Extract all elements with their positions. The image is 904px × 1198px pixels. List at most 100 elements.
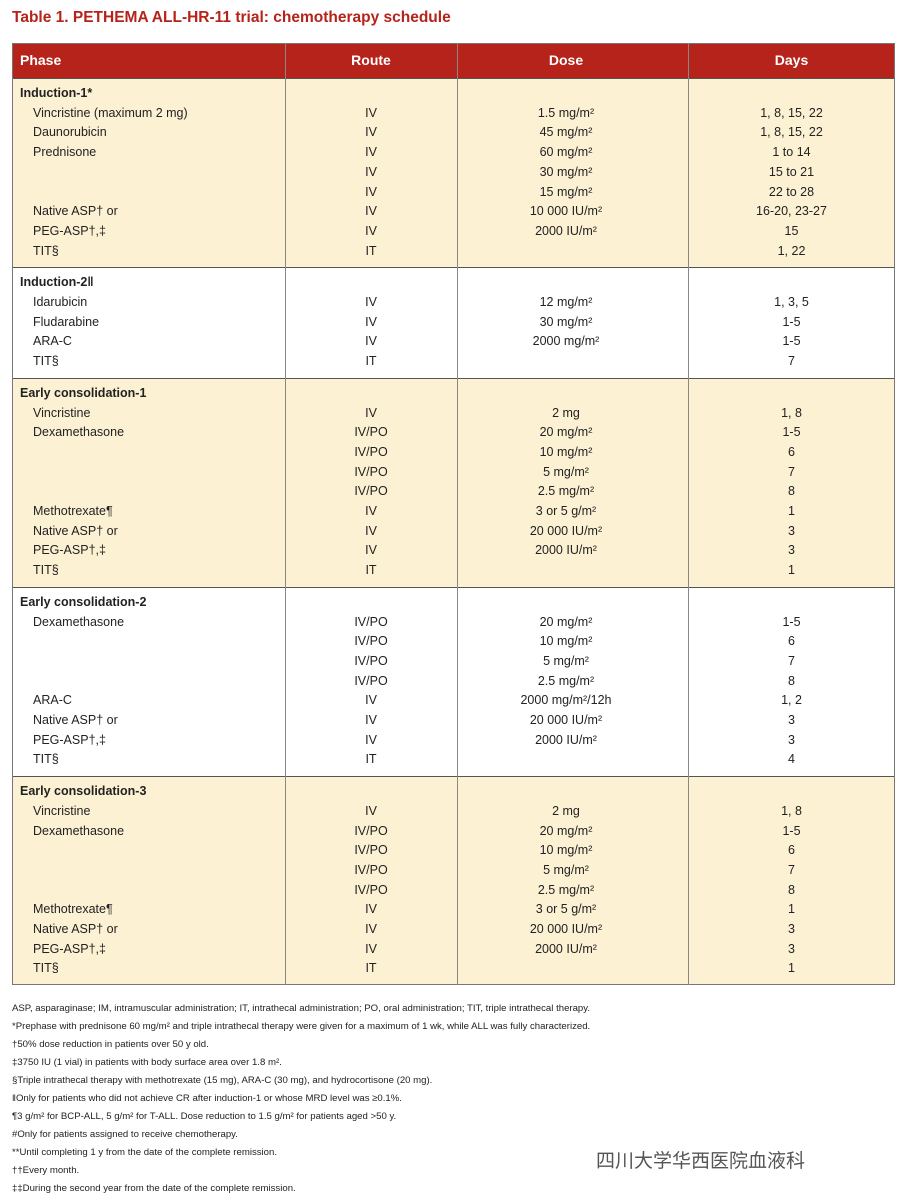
- days: 1, 3, 5: [774, 295, 809, 309]
- table-border: [12, 43, 895, 986]
- column-divider: [285, 43, 286, 986]
- route: IV/PO: [354, 843, 388, 858]
- dose: 2000 mg/m²: [532, 334, 600, 349]
- route: IV: [365, 125, 377, 140]
- drug-name: Vincristine: [33, 803, 91, 818]
- drug-name: PEG-ASP†,‡: [33, 223, 106, 238]
- route: IV: [365, 732, 377, 747]
- days: 1: [788, 563, 795, 578]
- route: IV/PO: [354, 425, 388, 440]
- column-divider: [457, 43, 458, 986]
- route: IV: [365, 334, 377, 349]
- dose: 10 mg/m²: [539, 444, 593, 459]
- section-bg: [12, 377, 895, 587]
- section-bg: [12, 267, 895, 378]
- days: 1: [788, 504, 795, 518]
- route: IV/PO: [354, 653, 388, 668]
- dose: 12 mg/m²: [539, 295, 593, 309]
- drug-name: ARA-C: [33, 693, 72, 708]
- drug-name: Vincristine: [33, 405, 91, 420]
- days: 1-5: [782, 823, 801, 838]
- drug-name: TIT§: [33, 243, 59, 258]
- dose: 5 mg/m²: [543, 862, 589, 877]
- days: 1-5: [782, 425, 801, 440]
- days: 1: [788, 902, 795, 917]
- footnote: §Triple intrathecal therapy with methotr…: [12, 1075, 433, 1087]
- days: 22 to 28: [768, 184, 815, 199]
- section-title: Early consolidation-3: [20, 784, 147, 799]
- route: IV: [365, 405, 377, 420]
- drug-name: Dexamethasone: [33, 823, 125, 838]
- footnote: **Until completing 1 y from the date of …: [12, 1147, 278, 1159]
- section-bg: [12, 586, 895, 777]
- days: 8: [788, 484, 795, 499]
- drug-name: Idarubicin: [33, 295, 88, 309]
- route: IT: [365, 563, 377, 578]
- drug-name: Native ASP† or: [33, 713, 118, 727]
- route: IV: [365, 713, 377, 727]
- dose: 10 mg/m²: [539, 634, 593, 649]
- dose: 45 mg/m²: [539, 125, 593, 140]
- days: 4: [788, 752, 795, 767]
- dose: 10 mg/m²: [539, 843, 593, 858]
- days: 8: [788, 882, 795, 897]
- dose: 2000 IU/m²: [535, 732, 597, 747]
- days: 3: [788, 922, 795, 936]
- route: IV: [365, 543, 377, 558]
- section-title: Induction-1*: [20, 86, 93, 100]
- column-divider: [688, 43, 689, 986]
- days: 1, 8: [781, 803, 802, 818]
- drug-name: Native ASP† or: [33, 922, 118, 936]
- days: 7: [788, 354, 795, 369]
- drug-name: ARA-C: [33, 334, 72, 349]
- route: IV: [365, 803, 377, 818]
- dose: 20 mg/m²: [539, 425, 593, 440]
- drug-name: Prednisone: [33, 145, 97, 160]
- route: IT: [365, 961, 377, 976]
- drug-name: TIT§: [33, 961, 59, 976]
- footnote: ‡3750 IU (1 vial) in patients with body …: [12, 1057, 282, 1069]
- days: 7: [788, 653, 795, 668]
- route: IV: [365, 223, 377, 238]
- section-bg: [12, 776, 895, 986]
- route: IV/PO: [354, 673, 388, 688]
- dose: 2.5 mg/m²: [537, 673, 595, 688]
- watermark: 四川大学华西医院血液科: [596, 1151, 806, 1172]
- footnote: ASP, asparaginase; IM, intramuscular adm…: [12, 1003, 591, 1015]
- dose: 2000 IU/m²: [535, 223, 597, 238]
- dose: 30 mg/m²: [539, 164, 593, 179]
- days: 6: [788, 444, 795, 459]
- route: IT: [365, 752, 377, 767]
- drug-name: TIT§: [33, 563, 59, 578]
- route: IV: [365, 314, 377, 329]
- route: IV: [365, 295, 377, 309]
- column-header: Days: [774, 52, 809, 68]
- days: 1-5: [782, 314, 801, 329]
- drug-name: Dexamethasone: [33, 614, 125, 629]
- route: IV/PO: [354, 464, 388, 479]
- days: 1, 2: [781, 693, 802, 708]
- dose: 1.5 mg/m²: [537, 105, 595, 120]
- days: 1, 22: [777, 243, 806, 258]
- footnote: ‡‡During the second year from the date o…: [12, 1183, 296, 1195]
- column-header: Dose: [548, 52, 584, 68]
- drug-name: Methotrexate¶: [33, 504, 113, 518]
- section-title: Early consolidation-1: [20, 385, 147, 400]
- route: IT: [365, 243, 377, 258]
- route: IV: [365, 105, 377, 120]
- route: IV: [365, 941, 377, 956]
- route: IV: [365, 145, 377, 160]
- route: IV/PO: [354, 882, 388, 897]
- dose: 3 or 5 g/m²: [535, 902, 597, 917]
- days: 6: [788, 843, 795, 858]
- drug-name: Native ASP† or: [33, 523, 118, 538]
- footnote: *Prephase with prednisone 60 mg/m² and t…: [12, 1021, 591, 1033]
- drug-name: PEG-ASP†,‡: [33, 543, 106, 558]
- column-header: Phase: [20, 52, 62, 68]
- route: IV: [365, 164, 377, 179]
- route: IV: [365, 504, 377, 518]
- route: IV/PO: [354, 484, 388, 499]
- dose: 2000 mg/m²/12h: [520, 693, 612, 708]
- route: IV/PO: [354, 862, 388, 877]
- days: 1 to 14: [772, 145, 811, 160]
